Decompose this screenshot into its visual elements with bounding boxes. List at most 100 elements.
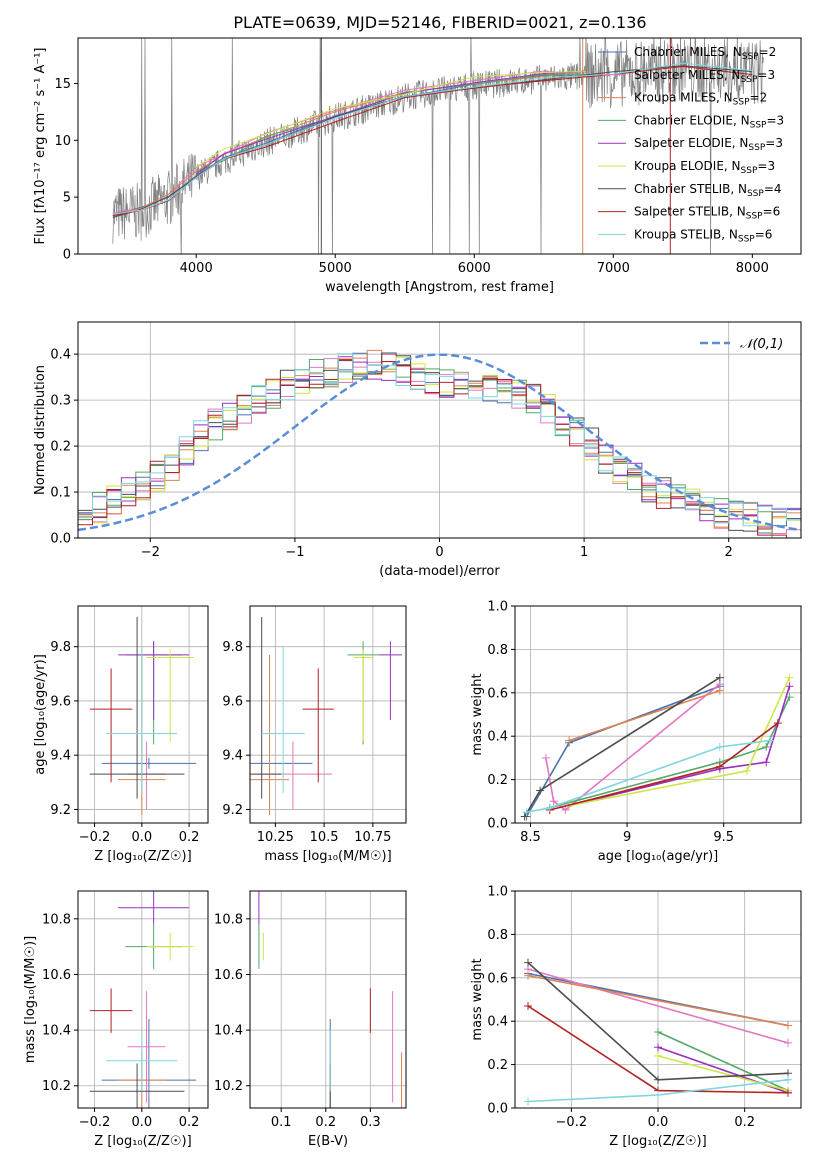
y-tick-label: 1.0 — [487, 885, 508, 900]
y-tick-label: 0.6 — [487, 971, 508, 986]
weight-marker — [654, 1028, 662, 1037]
x-tick-label: 8.5 — [520, 830, 541, 845]
weight-marker — [654, 1043, 662, 1052]
legend-subscript: SSP — [750, 120, 767, 130]
x-axis-label: Z [log₁₀(Z/Z☉)] — [609, 1134, 706, 1149]
y-axis-label: Normed distribution — [33, 365, 48, 495]
legend-subscript: SSP — [747, 189, 764, 199]
y-tick-label: 10.6 — [42, 968, 71, 983]
legend-subscript: SSP — [738, 234, 755, 244]
x-tick-label: 9 — [623, 830, 631, 845]
y-tick-label: 0.0 — [487, 817, 508, 832]
weight-marker — [715, 673, 724, 682]
x-tick-label: 10.75 — [354, 830, 391, 845]
legend-label: Kroupa MILES, NSSP=2 — [634, 91, 767, 108]
weight-line — [527, 974, 789, 1027]
axes-frame — [249, 890, 407, 1109]
x-tick-label: 4000 — [180, 261, 213, 276]
weight-marker — [784, 1021, 792, 1030]
y-tick-label: 10 — [54, 134, 71, 149]
y-tick-label: 10.6 — [214, 968, 243, 983]
weight-marker — [654, 1051, 662, 1060]
weight-marker — [524, 1097, 532, 1106]
x-tick-label: 0.1 — [271, 1115, 292, 1130]
y-axis-label: mass [log₁₀(M/M☉)] — [23, 936, 38, 1063]
weight-marker — [762, 743, 771, 752]
y-tick-label: 10.2 — [42, 1079, 71, 1094]
axes-frame — [514, 605, 802, 824]
y-tick-label: 0.8 — [487, 643, 508, 658]
legend-subscript: SSP — [741, 166, 758, 176]
y-tick-label: 0.8 — [487, 928, 508, 943]
axes-weight-vs-age: 8.5 9 9.5 0.0 0.2 0.4 0.6 0.8 1.0 age [log₁₀(age/… — [470, 600, 802, 864]
y-tick-label: 9.2 — [50, 803, 71, 818]
legend-subscript: SSP — [733, 98, 750, 108]
y-tick-label: 9.4 — [50, 749, 71, 764]
legend-label: Salpeter STELIB, NSSP=6 — [634, 205, 780, 222]
legend-value: =6 — [755, 227, 773, 241]
y-tick-label: 10.4 — [42, 1024, 71, 1039]
y-tick-label: 1.0 — [487, 600, 508, 615]
x-tick-label: 10.5 — [310, 830, 339, 845]
weight-line — [545, 683, 721, 812]
weight-line — [657, 1031, 789, 1092]
weight-line — [549, 696, 791, 809]
legend-label: 𝒩(0,1) — [740, 337, 783, 352]
x-tick-label: −0.2 — [556, 1115, 588, 1130]
y-tick-label: 0.3 — [50, 394, 71, 409]
y-tick-label: 0.2 — [487, 1058, 508, 1073]
x-tick-label: 5000 — [319, 261, 352, 276]
y-tick-label: 0.2 — [487, 773, 508, 788]
y-tick-label: 0.0 — [487, 1102, 508, 1117]
x-tick-label: −0.2 — [79, 830, 111, 845]
legend-value: =4 — [764, 182, 782, 196]
weight-marker — [520, 812, 529, 821]
plot-area-mass-vs-ebv — [258, 891, 403, 1108]
x-tick-label: 9.5 — [713, 830, 734, 845]
legend-value: =2 — [759, 45, 777, 59]
weight-marker — [654, 1090, 662, 1099]
y-tick-label: 0.1 — [50, 486, 71, 501]
weight-marker — [524, 958, 532, 967]
x-tick-label: 0.0 — [131, 1115, 152, 1130]
legend-subscript: SSP — [748, 143, 765, 153]
x-axis-label: wavelength [Angstrom, rest frame] — [325, 280, 554, 295]
x-tick-label: −2 — [141, 545, 160, 560]
axes-frame — [514, 890, 802, 1109]
x-tick-label: 6000 — [458, 261, 491, 276]
y-tick-label: 9.6 — [50, 694, 71, 709]
weight-line — [527, 968, 789, 1044]
axes-frame — [77, 37, 802, 255]
model-line — [195, 71, 586, 175]
weight-marker — [522, 808, 531, 817]
weight-marker — [784, 1038, 792, 1047]
x-tick-label: −0.2 — [79, 1115, 111, 1130]
model-line — [112, 65, 753, 218]
histogram-step — [78, 353, 801, 527]
y-tick-label: 9.8 — [222, 640, 243, 655]
weight-marker — [536, 786, 545, 795]
x-tick-label: 0.2 — [179, 1115, 200, 1130]
weight-line — [568, 689, 721, 742]
plot-area-weight-vs-Z — [524, 958, 792, 1106]
axes-frame — [249, 605, 407, 824]
model-line — [112, 74, 586, 215]
legend: Chabrier MILES, NSSP=2 Salpeter MILES, NS… — [598, 45, 784, 244]
legend-subscript: SSP — [746, 212, 763, 222]
model-line — [112, 70, 586, 216]
legend-label: Chabrier STELIB, NSSP=4 — [634, 182, 782, 199]
plot-area-age-vs-Z — [89, 616, 197, 815]
legend-value: =3 — [766, 113, 784, 127]
weight-marker — [715, 686, 724, 695]
y-tick-label: 10.2 — [214, 1079, 243, 1094]
axes-weight-vs-Z: −0.2 0.0 0.2 0.0 0.2 0.4 0.6 0.8 1.0 Z [log₁₀(Z/Z… — [470, 885, 802, 1149]
x-axis-label: Z [log₁₀(Z/Z☉)] — [94, 849, 191, 864]
weight-marker — [524, 1002, 532, 1011]
y-tick-label: 10.8 — [214, 912, 243, 927]
model-line — [112, 62, 753, 215]
x-tick-label: 1 — [580, 545, 588, 560]
weight-marker — [654, 1075, 662, 1084]
weight-marker — [766, 736, 775, 745]
